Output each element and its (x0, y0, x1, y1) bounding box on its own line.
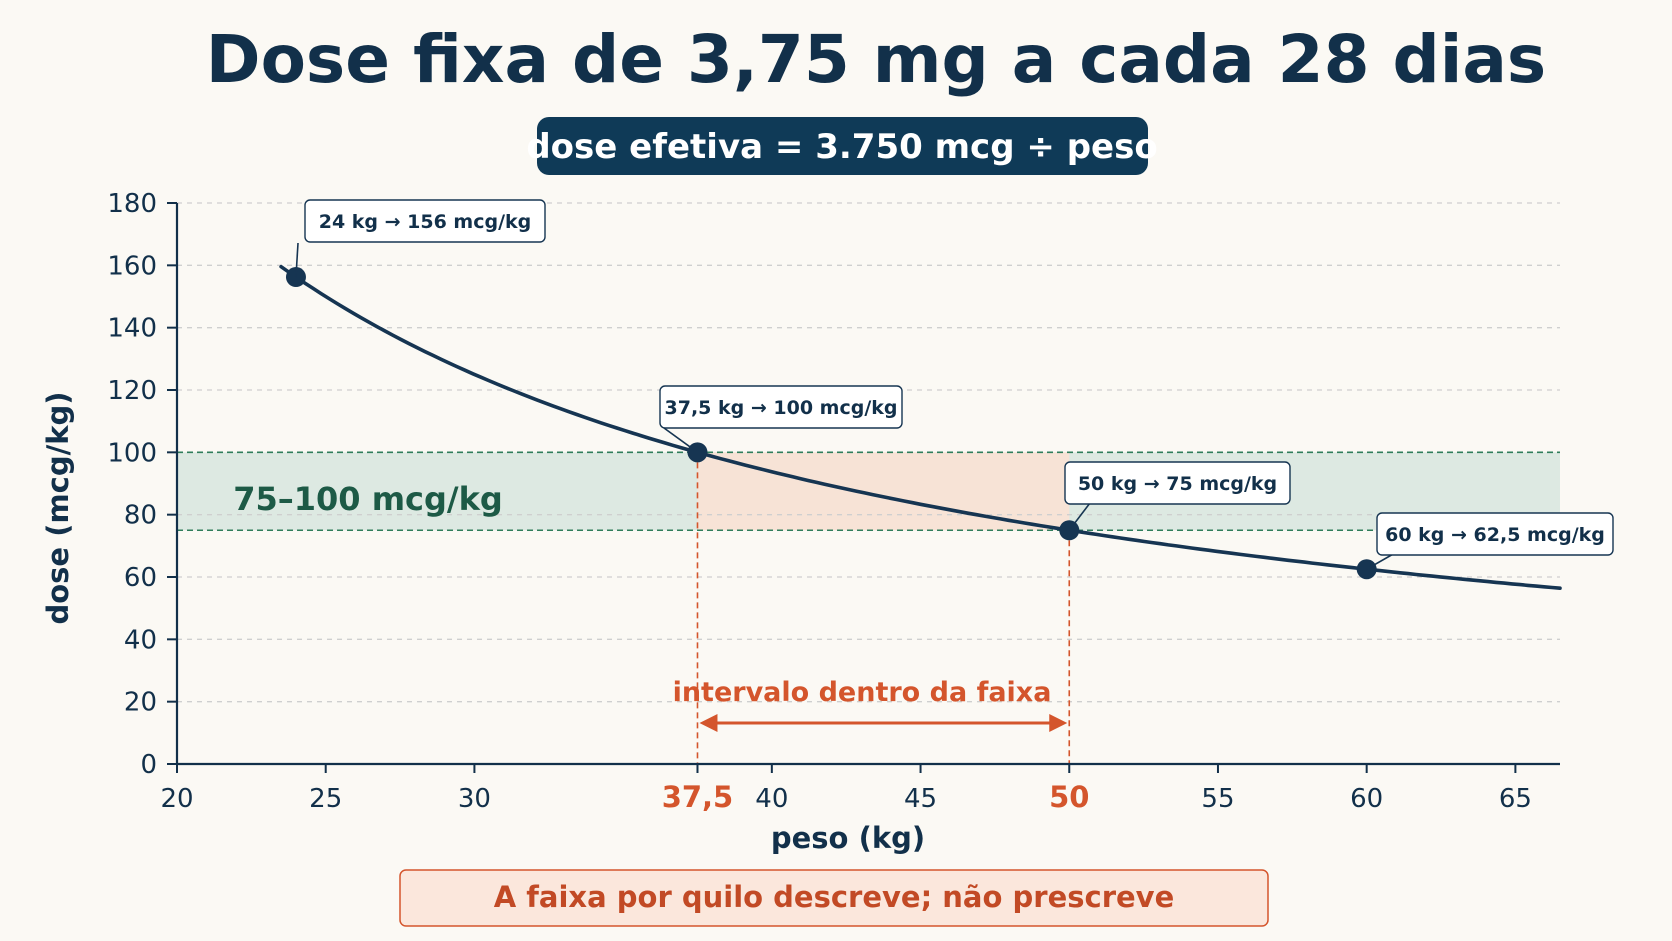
interval-arrow-head-left (699, 714, 718, 732)
y-tick-label: 140 (107, 314, 157, 344)
x-tick-label: 20 (160, 784, 193, 814)
dose-curve (279, 264, 1562, 590)
callout-pointer (663, 427, 698, 453)
curve-layer (279, 264, 1562, 590)
footer-note: A faixa por quilo descreve; não prescrev… (494, 880, 1175, 914)
y-tick-label: 0 (140, 750, 157, 780)
y-tick-label: 40 (124, 625, 157, 655)
x-tick-label: 30 (458, 784, 491, 814)
chart-title: Dose fixa de 3,75 mg a cada 28 dias (206, 21, 1546, 98)
y-tick-label: 20 (124, 688, 157, 718)
callout-label: 50 kg → 75 mcg/kg (1078, 473, 1277, 495)
y-tick-label: 60 (124, 563, 157, 593)
callout-label: 37,5 kg → 100 mcg/kg (665, 397, 898, 419)
y-tick-label: 180 (107, 189, 157, 219)
x-tick-label: 60 (1350, 784, 1383, 814)
x-tick-label: 45 (904, 784, 937, 814)
y-tick-label: 160 (107, 251, 157, 281)
band-layer (177, 452, 1560, 531)
y-axis-label: dose (mcg/kg) (41, 391, 75, 624)
callout-box (659, 385, 903, 429)
interval-label: intervalo dentro da faixa (673, 677, 1052, 708)
band-label: 75–100 mcg/kg (233, 480, 503, 518)
callout-pointer (1068, 502, 1091, 531)
grid-layer (177, 202, 1560, 703)
y-tick-label: 80 (124, 501, 157, 531)
x-tick-label: 65 (1499, 784, 1532, 814)
x-tick-label: 37,5 (662, 780, 734, 814)
callout-pointer (295, 242, 299, 278)
callout-label: 60 kg → 62,5 mcg/kg (1385, 524, 1605, 546)
callout-box (1376, 512, 1614, 556)
callout-box (1064, 461, 1291, 505)
x-tick-label: 55 (1201, 784, 1234, 814)
callout-label: 24 kg → 156 mcg/kg (319, 211, 532, 233)
subtitle-pill (537, 117, 1148, 175)
x-axis-label: peso (kg) (771, 821, 925, 855)
callout-layer: 24 kg → 156 mcg/kg 37,5 kg → 100 mcg/kg 50… (295, 199, 1614, 570)
interval-fill (697, 452, 1070, 531)
footer-note-box (399, 869, 1269, 927)
callout-box (304, 199, 546, 243)
x-tick-label: 25 (309, 784, 342, 814)
interval-layer (696, 452, 1071, 764)
y-tick-label: 100 (107, 438, 157, 468)
y-tick-label: 120 (107, 376, 157, 406)
callout-pointer (1366, 552, 1396, 570)
interval-arrow-head-right (1049, 714, 1068, 732)
x-tick-label: 50 (1049, 780, 1089, 814)
chart-subtitle: dose efetiva = 3.750 mcg ÷ peso (526, 127, 1157, 167)
x-tick-label: 40 (755, 784, 788, 814)
